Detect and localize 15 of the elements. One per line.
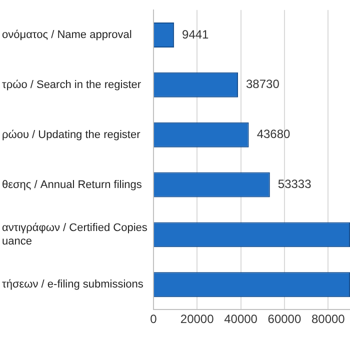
x-tick-label: 40000 xyxy=(224,312,258,326)
x-tick-label: 80000 xyxy=(311,312,346,326)
y-tick-label: ονόματος / Name approval xyxy=(2,29,132,41)
data-label: 43680 xyxy=(256,127,291,142)
data-label: 38730 xyxy=(246,77,280,92)
y-tick-label: τρώο / Search in the register xyxy=(2,78,142,91)
y-tick-label: ρώου / Updating the register xyxy=(2,128,141,141)
x-tick-label: 60000 xyxy=(268,312,302,326)
x-tick-label: 20000 xyxy=(180,312,214,326)
y-tick-label: τήσεων / e-filing submissions xyxy=(2,278,144,291)
data-label: 53333 xyxy=(278,177,312,192)
data-label: 9441 xyxy=(182,27,210,42)
y-tick-label: αντιγράφων / Certified Copies uance xyxy=(2,222,148,248)
y-tick-label: θεσης / Annual Return filings xyxy=(2,178,142,191)
x-tick-label: 0 xyxy=(150,312,158,326)
